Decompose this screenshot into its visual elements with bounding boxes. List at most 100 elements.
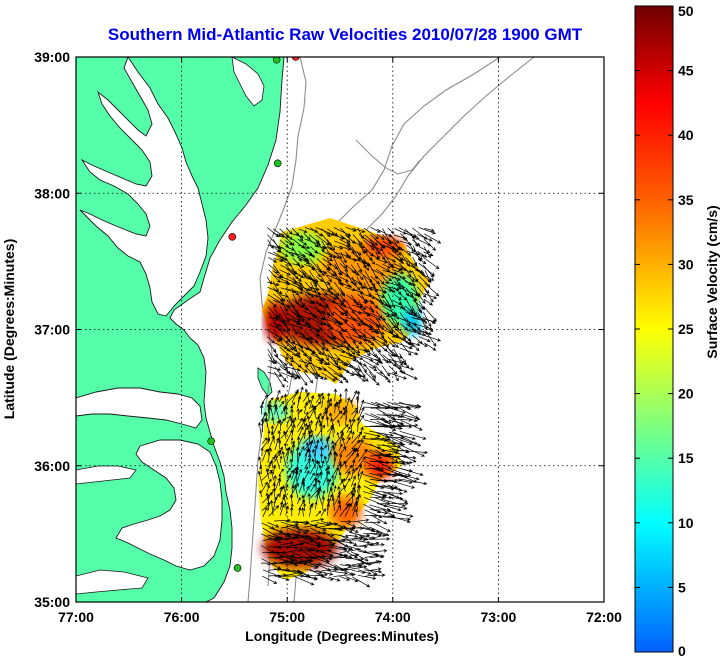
velocity-vector — [340, 519, 352, 524]
velocity-vector — [333, 311, 348, 324]
neuse-river — [76, 465, 137, 485]
velocity-vector — [369, 526, 390, 537]
velocity-vector — [274, 389, 281, 403]
x-tick-label: 73:00 — [480, 609, 516, 625]
velocity-vector — [412, 323, 421, 331]
velocity-vector — [387, 311, 399, 329]
velocity-vector — [387, 442, 406, 447]
velocity-vector — [268, 269, 281, 283]
velocity-vector — [381, 371, 391, 384]
velocity-vector — [350, 475, 356, 487]
velocity-vector — [280, 523, 299, 529]
velocity-vector — [284, 359, 293, 367]
velocity-vector — [400, 444, 425, 457]
velocity-vector — [291, 317, 300, 326]
velocity-vector — [392, 245, 401, 256]
velocity-vector — [339, 234, 351, 243]
velocity-vector — [326, 287, 340, 300]
velocity-vector — [308, 406, 316, 420]
velocity-vector — [344, 502, 352, 517]
velocity-vector — [424, 329, 437, 347]
velocity-vector — [279, 239, 289, 248]
velocity-vector — [259, 404, 264, 415]
velocity-vector — [388, 372, 407, 380]
velocity-vector — [297, 347, 313, 360]
velocity-vector — [310, 227, 323, 237]
x-tick-label: 76:00 — [164, 609, 200, 625]
velocity-vector — [333, 322, 348, 333]
velocity-vector — [271, 417, 275, 426]
velocity-vector — [418, 336, 431, 343]
velocity-vector — [328, 570, 348, 575]
velocity-vector — [331, 497, 335, 511]
velocity-vector — [303, 536, 322, 541]
velocity-vector — [289, 417, 294, 427]
velocity-vector — [315, 401, 322, 408]
velocity-vector — [273, 496, 278, 511]
velocity-vector — [346, 397, 351, 409]
velocity-vector — [315, 510, 322, 517]
velocity-vector — [350, 551, 369, 562]
velocity-vector — [283, 393, 288, 409]
velocity-vector — [394, 479, 413, 484]
velocity-vector — [267, 447, 272, 464]
velocity-vector — [362, 239, 375, 251]
velocity-vector — [382, 335, 389, 348]
velocity-vector — [273, 251, 288, 261]
velocity-vector — [297, 371, 308, 386]
velocity-vector — [297, 520, 310, 525]
velocity-vector — [358, 342, 371, 353]
velocity-vector — [336, 431, 340, 439]
velocity-vector — [334, 442, 337, 450]
velocity-vector — [290, 416, 297, 432]
velocity-vector — [274, 403, 278, 415]
x-axis-label: Longitude (Degrees:Minutes) — [245, 628, 439, 644]
velocity-vector — [393, 239, 400, 251]
velocity-vector — [310, 246, 318, 254]
velocity-vector — [382, 328, 400, 338]
colorbar-gradient — [634, 5, 674, 653]
velocity-vector — [340, 252, 347, 264]
velocity-vector — [364, 569, 383, 574]
velocity-vector — [326, 478, 330, 493]
bathymetry-contour-shelf — [355, 139, 421, 175]
velocity-vector — [364, 234, 378, 246]
velocity-vector — [369, 257, 376, 265]
velocity-vector — [344, 408, 348, 426]
velocity-vector — [328, 493, 333, 504]
velocity-vector — [291, 304, 302, 320]
velocity-vector — [376, 503, 402, 512]
velocity-vector — [326, 399, 330, 414]
velocity-vector — [424, 233, 442, 244]
velocity-vector — [387, 484, 408, 493]
velocity-vector — [327, 293, 337, 300]
velocity-vector — [286, 548, 304, 553]
velocity-vector — [387, 353, 402, 370]
velocity-vector — [345, 352, 364, 360]
velocity-vector — [303, 371, 314, 384]
velocity-vector — [280, 418, 285, 426]
velocity-vector — [315, 294, 327, 301]
velocity-vector — [303, 485, 310, 499]
velocity-vector — [375, 251, 380, 260]
velocity-vector — [291, 440, 295, 450]
velocity-vector — [333, 388, 338, 402]
velocity-vector — [358, 399, 365, 414]
velocity-vector — [307, 430, 312, 444]
velocity-vector — [297, 528, 308, 534]
velocity-vector — [357, 472, 360, 480]
velocity-vector — [285, 571, 304, 576]
velocity-vector — [363, 432, 381, 438]
velocity-vector — [375, 311, 383, 319]
velocity-vector — [291, 233, 304, 239]
velocity-vector — [274, 371, 285, 388]
velocity-vector — [417, 286, 427, 298]
velocity-vector — [369, 366, 378, 371]
velocity-vector — [292, 534, 310, 540]
velocity-vector — [364, 371, 380, 386]
velocity-vector — [285, 520, 300, 525]
velocity-vector — [272, 464, 277, 475]
velocity-vector — [418, 227, 436, 235]
velocity-vector — [274, 405, 280, 421]
velocity-vector — [326, 245, 343, 259]
